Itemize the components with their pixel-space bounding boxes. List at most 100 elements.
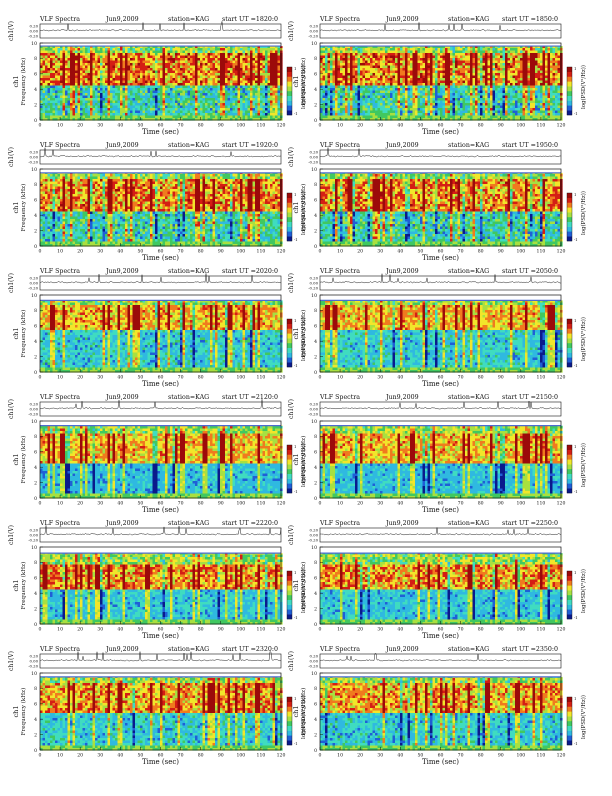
spectrogram-cell — [385, 71, 388, 74]
spectrogram-cell — [175, 81, 178, 84]
spectrogram-cell — [370, 86, 373, 89]
spectrogram-cell — [148, 98, 151, 101]
spectrogram-cell — [88, 88, 91, 91]
spectrogram-cell — [208, 78, 211, 81]
spectrogram-cell — [480, 116, 483, 119]
spectrogram-cell — [130, 96, 133, 99]
spectrogram-cell — [145, 83, 148, 86]
spectrogram-cell — [350, 113, 353, 116]
spectrogram-cell — [350, 103, 353, 106]
spectrogram-cell — [85, 78, 88, 81]
spectrogram-cell — [85, 98, 88, 101]
spectrogram-cell — [335, 61, 338, 64]
spectrogram-cell — [45, 76, 48, 79]
spectrogram-cell — [278, 71, 281, 74]
spectrogram-cell — [368, 108, 371, 111]
spectrogram-cell — [75, 61, 78, 64]
spectrogram-cell — [155, 93, 158, 96]
spectrogram-cell — [110, 68, 113, 71]
spectrogram-cell — [400, 113, 403, 116]
spectrogram-cell — [168, 101, 171, 104]
spectrogram-cell — [400, 76, 403, 79]
spectrogram-cell — [125, 53, 128, 56]
spectrogram-cell — [393, 73, 396, 76]
spectrogram-cell — [218, 66, 221, 69]
spectrogram-cell — [425, 106, 428, 109]
spectrogram-cell — [448, 66, 451, 69]
spectrogram-cell — [338, 66, 341, 69]
spectrogram-cell — [435, 106, 438, 109]
spectrogram-cell — [405, 56, 408, 59]
spectrogram-cell — [110, 56, 113, 59]
spectrogram-cell — [453, 48, 456, 51]
spectrogram-cell — [150, 111, 153, 114]
spectrogram-cell — [210, 81, 213, 84]
spectrogram-cell — [150, 68, 153, 71]
spectrogram-cell — [220, 116, 223, 119]
spectrogram-cell — [163, 101, 166, 104]
spectrogram-cell — [328, 101, 331, 104]
spectrogram-cell — [245, 73, 248, 76]
spectrogram-cell — [210, 68, 213, 71]
spectrogram-cell — [68, 71, 71, 74]
spectrogram-cell — [360, 71, 363, 74]
spectrogram-cell — [440, 98, 443, 101]
spectrogram-cell — [268, 51, 271, 54]
spectrogram-cell — [450, 111, 453, 114]
spectrogram-cell — [203, 88, 206, 91]
spectrogram-cell — [363, 61, 366, 64]
spectrogram-cell — [98, 101, 101, 104]
spectrogram-cell — [205, 58, 208, 61]
spectrogram-cell — [383, 88, 386, 91]
spectrogram-cell — [335, 101, 338, 104]
spectrogram-cell — [148, 48, 151, 51]
spectrogram-cell — [353, 106, 356, 109]
spectrogram-cell — [80, 78, 83, 81]
spectrogram-cell — [383, 86, 386, 89]
spectrogram-cell — [160, 101, 163, 104]
spectrogram-cell — [378, 113, 381, 116]
spectrogram-cell — [278, 86, 281, 89]
spectrogram-cell — [270, 93, 273, 96]
spectrogram-cell — [378, 78, 381, 81]
spectrogram-cell — [50, 61, 53, 64]
spectrogram-cell — [345, 73, 348, 76]
spectrogram-cell — [238, 63, 241, 66]
spectrogram-cell — [253, 56, 256, 59]
spectrogram-cell — [190, 73, 193, 76]
spectrogram-cell — [78, 78, 81, 81]
spectrogram-cell — [95, 56, 98, 59]
spectrogram-cell — [125, 111, 128, 114]
spectrogram-cell — [365, 48, 368, 51]
spectrogram-cell — [173, 58, 176, 61]
spectrogram-cell — [360, 58, 363, 61]
spectrogram-cell — [180, 93, 183, 96]
spectrogram-cell — [43, 98, 46, 101]
spectrogram-cell — [58, 53, 61, 56]
spectrogram-cell — [400, 71, 403, 74]
spectrogram-cell — [358, 58, 361, 61]
spectrogram-cell — [448, 113, 451, 116]
spectrogram-cell — [130, 91, 133, 94]
spectrogram-cell — [403, 91, 406, 94]
spectrogram-cell — [243, 76, 246, 79]
spectrogram-cell — [203, 101, 206, 104]
spectrogram-cell — [378, 101, 381, 104]
spectrogram-cell — [255, 116, 258, 119]
spectrogram-cell — [370, 101, 373, 104]
spectrogram-cell — [173, 61, 176, 64]
spectrogram-cell — [423, 71, 426, 74]
spectrogram-cell — [140, 73, 143, 76]
spectrogram-cell — [73, 63, 76, 66]
spectrogram-cell — [233, 73, 236, 76]
spectrogram-cell — [375, 68, 378, 71]
spectrogram-cell — [140, 68, 143, 71]
spectrogram-cell — [178, 111, 181, 114]
spectrogram-cell — [138, 68, 141, 71]
spectrogram-cell — [278, 96, 281, 99]
spectrogram-cell — [145, 63, 148, 66]
spectrogram-cell — [408, 56, 411, 59]
spectrogram-cell — [270, 48, 273, 51]
spectrogram-cell — [238, 71, 241, 74]
spectrogram-cell — [478, 111, 481, 114]
